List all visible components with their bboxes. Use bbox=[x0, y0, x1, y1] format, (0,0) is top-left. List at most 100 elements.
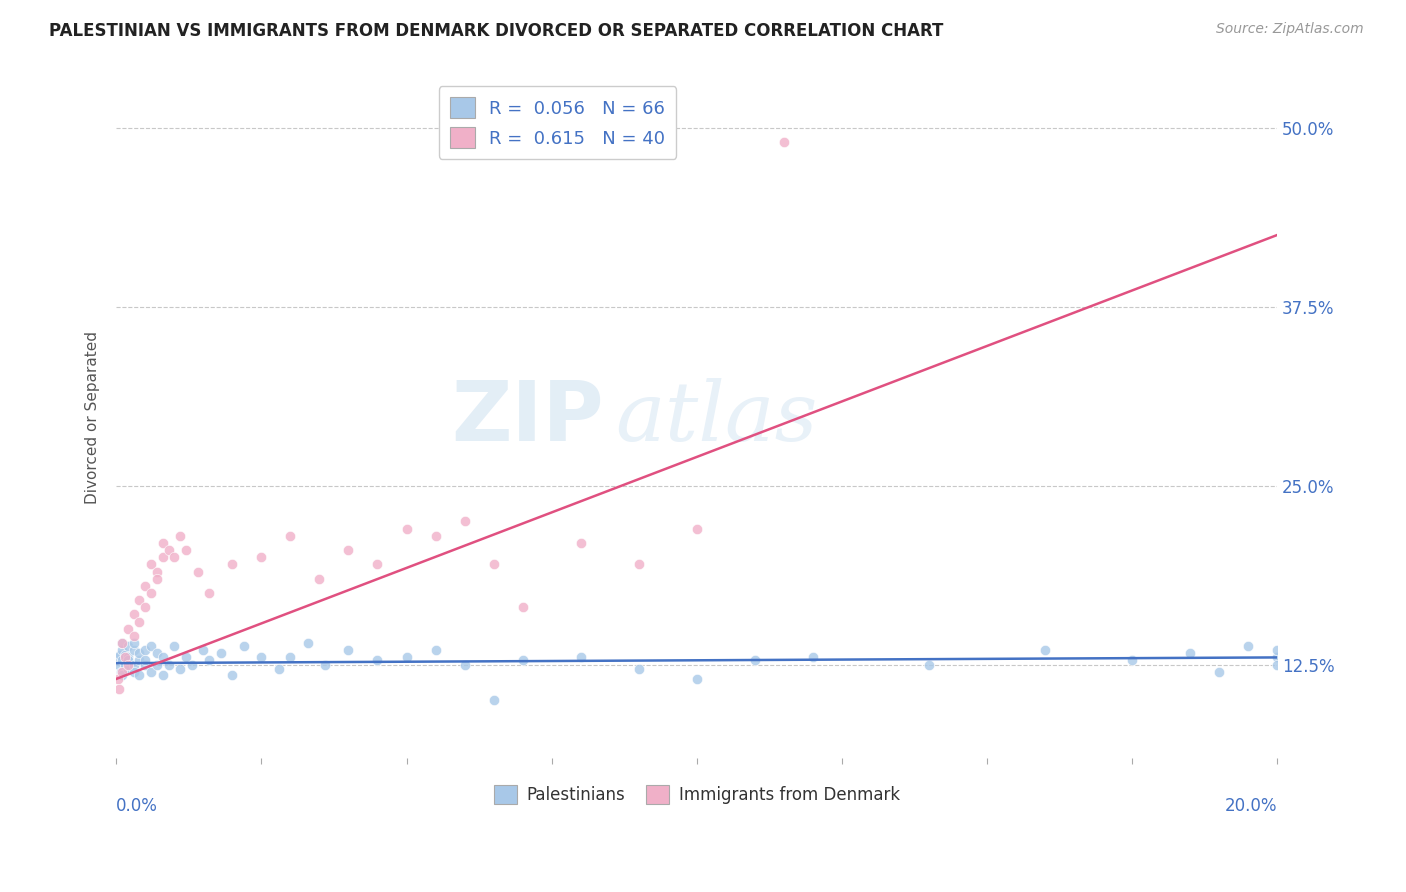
Point bbox=[110, 665, 132, 679]
Point bbox=[152, 650, 174, 665]
Point bbox=[111, 643, 134, 657]
Point bbox=[453, 515, 475, 529]
Point bbox=[482, 693, 505, 707]
Point bbox=[128, 646, 150, 660]
Point bbox=[117, 639, 139, 653]
Point bbox=[108, 681, 131, 696]
Point bbox=[108, 657, 131, 672]
Point bbox=[425, 643, 447, 657]
Point bbox=[1121, 653, 1143, 667]
Point bbox=[114, 648, 136, 662]
Point bbox=[157, 657, 180, 672]
Point bbox=[1237, 639, 1260, 653]
Point bbox=[114, 650, 136, 665]
Point bbox=[122, 657, 145, 672]
Point bbox=[233, 639, 256, 653]
Point bbox=[1033, 643, 1056, 657]
Point bbox=[209, 646, 232, 660]
Point bbox=[686, 522, 709, 536]
Point bbox=[122, 636, 145, 650]
Point bbox=[107, 672, 129, 686]
Point bbox=[337, 643, 360, 657]
Point bbox=[395, 650, 418, 665]
Point bbox=[482, 558, 505, 572]
Point bbox=[801, 650, 824, 665]
Point bbox=[146, 572, 169, 586]
Point bbox=[128, 615, 150, 629]
Point bbox=[193, 643, 215, 657]
Point bbox=[117, 622, 139, 636]
Point bbox=[134, 600, 156, 615]
Point bbox=[280, 650, 302, 665]
Point bbox=[267, 662, 290, 676]
Point bbox=[114, 657, 136, 672]
Point bbox=[139, 665, 162, 679]
Point bbox=[174, 543, 197, 558]
Point bbox=[122, 643, 145, 657]
Point bbox=[134, 653, 156, 667]
Point bbox=[569, 536, 592, 550]
Point bbox=[221, 558, 243, 572]
Point bbox=[163, 639, 186, 653]
Point bbox=[453, 657, 475, 672]
Point bbox=[117, 657, 139, 672]
Point bbox=[1265, 643, 1288, 657]
Point bbox=[122, 665, 145, 679]
Point bbox=[110, 648, 132, 662]
Point bbox=[512, 653, 534, 667]
Point bbox=[134, 657, 156, 672]
Point bbox=[169, 529, 191, 543]
Point bbox=[152, 536, 174, 550]
Point bbox=[512, 600, 534, 615]
Point bbox=[117, 662, 139, 676]
Point bbox=[744, 653, 766, 667]
Point bbox=[111, 667, 134, 681]
Point bbox=[1265, 657, 1288, 672]
Point bbox=[425, 529, 447, 543]
Point bbox=[337, 543, 360, 558]
Point bbox=[1265, 650, 1288, 665]
Text: PALESTINIAN VS IMMIGRANTS FROM DENMARK DIVORCED OR SEPARATED CORRELATION CHART: PALESTINIAN VS IMMIGRANTS FROM DENMARK D… bbox=[49, 22, 943, 40]
Point bbox=[366, 653, 388, 667]
Point bbox=[111, 636, 134, 650]
Point bbox=[163, 550, 186, 565]
Point bbox=[627, 558, 650, 572]
Point bbox=[134, 579, 156, 593]
Point bbox=[918, 657, 941, 672]
Text: 20.0%: 20.0% bbox=[1225, 797, 1277, 814]
Point bbox=[111, 636, 134, 650]
Point bbox=[308, 572, 330, 586]
Point bbox=[366, 558, 388, 572]
Point bbox=[169, 662, 191, 676]
Point bbox=[146, 657, 169, 672]
Point bbox=[1208, 665, 1230, 679]
Point bbox=[395, 522, 418, 536]
Point bbox=[1180, 646, 1202, 660]
Point bbox=[198, 586, 221, 600]
Point bbox=[111, 665, 134, 679]
Point bbox=[280, 529, 302, 543]
Legend: Palestinians, Immigrants from Denmark: Palestinians, Immigrants from Denmark bbox=[486, 778, 907, 811]
Point bbox=[107, 650, 129, 665]
Point bbox=[773, 135, 796, 149]
Point bbox=[117, 650, 139, 665]
Point bbox=[128, 593, 150, 607]
Point bbox=[139, 639, 162, 653]
Point bbox=[128, 653, 150, 667]
Point bbox=[198, 653, 221, 667]
Text: Source: ZipAtlas.com: Source: ZipAtlas.com bbox=[1216, 22, 1364, 37]
Text: 0.0%: 0.0% bbox=[117, 797, 157, 814]
Point bbox=[174, 650, 197, 665]
Point bbox=[152, 550, 174, 565]
Point bbox=[314, 657, 336, 672]
Point bbox=[250, 550, 273, 565]
Point bbox=[157, 543, 180, 558]
Point bbox=[180, 657, 202, 672]
Point bbox=[122, 607, 145, 622]
Point bbox=[686, 672, 709, 686]
Point bbox=[569, 650, 592, 665]
Point bbox=[128, 667, 150, 681]
Point bbox=[297, 636, 319, 650]
Point bbox=[186, 565, 208, 579]
Point bbox=[152, 667, 174, 681]
